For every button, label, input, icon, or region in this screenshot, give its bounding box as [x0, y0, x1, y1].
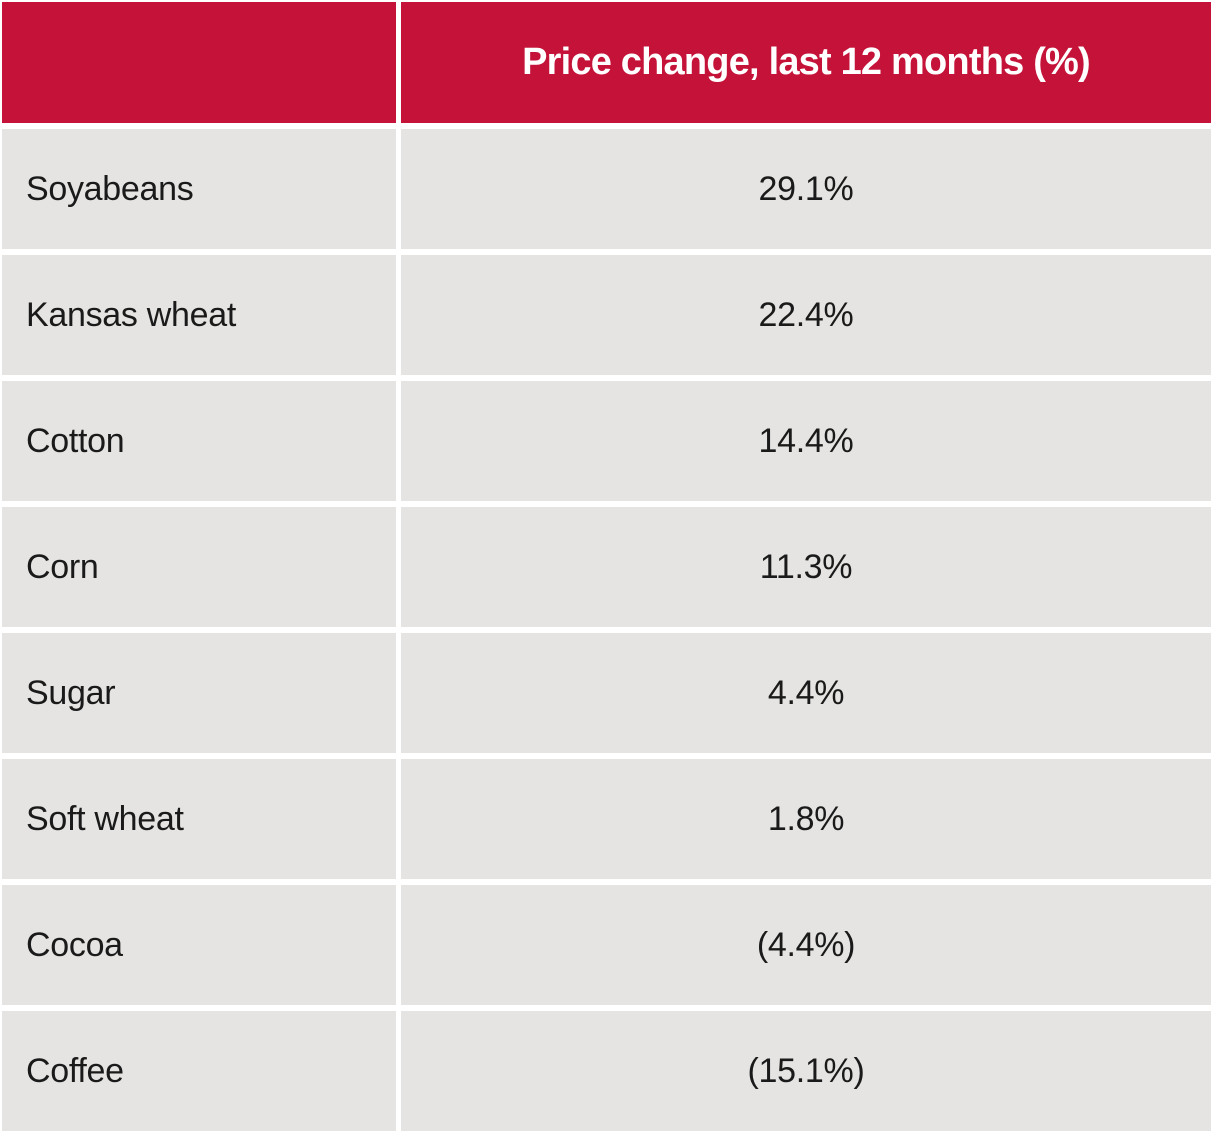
row-value-sugar: 4.4% — [401, 633, 1211, 753]
row-value-soyabeans: 29.1% — [401, 129, 1211, 249]
row-label-soyabeans: Soyabeans — [2, 129, 396, 249]
row-label-soft-wheat: Soft wheat — [2, 759, 396, 879]
row-value-cocoa: (4.4%) — [401, 885, 1211, 1005]
row-value-cotton: 14.4% — [401, 381, 1211, 501]
row-value-corn: 11.3% — [401, 507, 1211, 627]
row-label-cotton: Cotton — [2, 381, 396, 501]
row-label-sugar: Sugar — [2, 633, 396, 753]
row-value-coffee: (15.1%) — [401, 1011, 1211, 1131]
row-value-kansas-wheat: 22.4% — [401, 255, 1211, 375]
row-value-soft-wheat: 1.8% — [401, 759, 1211, 879]
header-spacer-cell — [2, 2, 396, 123]
row-label-coffee: Coffee — [2, 1011, 396, 1131]
row-label-corn: Corn — [2, 507, 396, 627]
row-label-kansas-wheat: Kansas wheat — [2, 255, 396, 375]
row-label-cocoa: Cocoa — [2, 885, 396, 1005]
header-title-cell: Price change, last 12 months (%) — [401, 2, 1211, 123]
